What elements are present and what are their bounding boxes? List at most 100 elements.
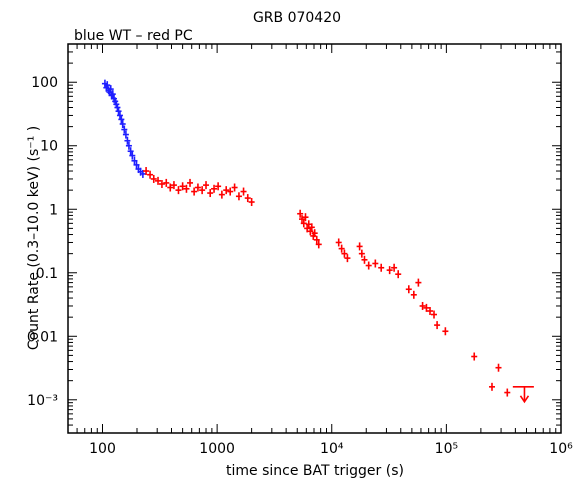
data-point: [235, 192, 242, 201]
data-point: [203, 181, 210, 190]
data-point: [338, 244, 345, 253]
data-point: [504, 388, 511, 397]
data-point: [114, 103, 121, 112]
data-point: [391, 263, 398, 272]
data-point: [423, 303, 430, 312]
data-point: [495, 363, 502, 372]
data-point: [150, 174, 157, 183]
data-point: [427, 307, 434, 316]
data-point: [215, 182, 222, 191]
data-point: [124, 136, 131, 145]
data-point: [297, 209, 304, 218]
data-point: [118, 115, 125, 124]
data-point: [125, 141, 132, 150]
data-point: [395, 270, 402, 279]
data-point: [341, 249, 348, 258]
data-point: [170, 181, 177, 190]
data-point: [313, 235, 320, 244]
data-point: [248, 198, 255, 207]
data-points: [101, 79, 534, 404]
data-point: [147, 170, 154, 179]
x-axis-label: time since BAT trigger (s): [226, 463, 404, 479]
data-point: [207, 189, 214, 198]
x-tick-label: 100: [89, 441, 116, 457]
data-point: [442, 327, 449, 336]
data-point: [335, 238, 342, 247]
data-point: [311, 229, 318, 238]
data-point: [121, 125, 128, 134]
y-tick-label: 100: [31, 75, 58, 91]
data-point: [175, 186, 182, 195]
data-point: [410, 290, 417, 299]
y-tick-label: 0.1: [36, 266, 58, 282]
data-point: [300, 219, 307, 228]
chart-title: GRB 070420: [253, 10, 341, 26]
data-point: [163, 178, 170, 187]
data-point: [107, 85, 114, 94]
data-point: [227, 187, 234, 196]
data-point: [471, 352, 478, 361]
series-pc: [143, 167, 534, 404]
y-axis-label: Count Rate (0.3–10.0 keV) (s⁻¹ ): [26, 126, 42, 350]
y-tick-label: 0.01: [27, 329, 58, 345]
x-tick-label: 10⁵: [435, 441, 458, 457]
axis-ticks: [67, 43, 562, 434]
data-point: [304, 224, 311, 233]
data-point: [240, 187, 247, 196]
data-point: [378, 263, 385, 272]
chart-subtitle: blue WT – red PC: [74, 28, 193, 44]
data-point: [199, 186, 206, 195]
data-point: [167, 183, 174, 192]
x-tick-label: 10⁶: [549, 441, 573, 457]
data-point: [133, 160, 140, 169]
data-point: [244, 194, 251, 203]
data-point: [308, 223, 315, 232]
data-point: [179, 182, 186, 191]
data-point: [302, 213, 309, 222]
data-point: [344, 254, 351, 263]
upper-limit-marker: [512, 386, 534, 404]
data-point: [131, 156, 138, 165]
x-tick-label: 10⁴: [320, 441, 344, 457]
data-point: [358, 249, 365, 258]
data-point: [158, 179, 165, 188]
data-point: [155, 176, 162, 185]
data-point: [488, 382, 495, 391]
data-point: [139, 169, 146, 178]
data-point: [194, 183, 201, 192]
data-point: [115, 107, 122, 116]
data-point: [315, 240, 322, 249]
data-point: [365, 261, 372, 270]
data-point: [191, 187, 198, 196]
y-tick-label: 1: [49, 202, 58, 218]
data-point: [218, 190, 225, 199]
data-point: [415, 278, 422, 287]
plot-frame: [67, 43, 562, 434]
data-point: [356, 242, 363, 251]
data-point: [183, 184, 190, 193]
data-point: [298, 215, 305, 224]
data-point: [129, 151, 136, 160]
series-wt: [101, 79, 146, 178]
data-point: [431, 310, 438, 319]
data-point: [122, 130, 129, 139]
data-point: [434, 321, 441, 330]
data-point: [119, 120, 126, 129]
data-point: [187, 178, 194, 187]
data-point: [211, 184, 218, 193]
data-point: [361, 255, 368, 264]
data-point: [372, 259, 379, 268]
data-point: [109, 90, 116, 99]
data-point: [127, 147, 134, 156]
data-point: [104, 81, 111, 90]
data-point: [386, 266, 393, 275]
data-point: [223, 186, 230, 195]
data-point: [405, 285, 412, 294]
data-point: [305, 220, 312, 229]
x-tick-label: 1000: [199, 441, 235, 457]
data-point: [419, 301, 426, 310]
data-point: [231, 183, 238, 192]
tick-labels: 100 1000 10⁴ 10⁵ 10⁶ 10⁻³ 0.01 0.1 1 10 100: [27, 75, 573, 457]
y-tick-label: 10⁻³: [27, 393, 58, 409]
